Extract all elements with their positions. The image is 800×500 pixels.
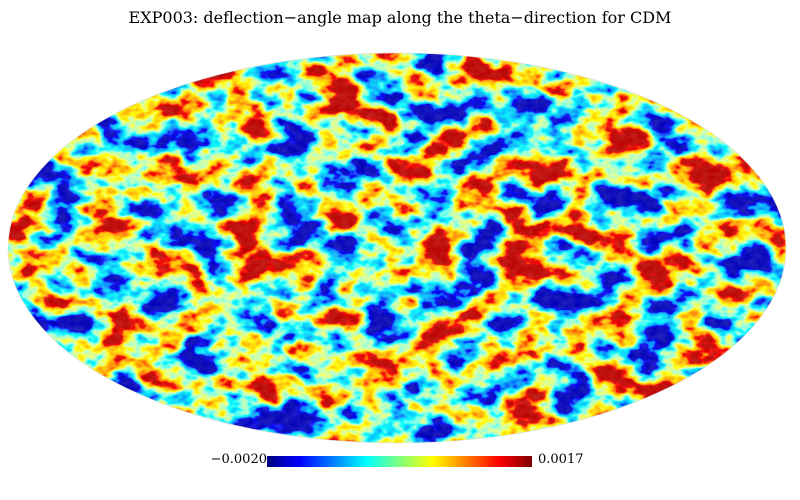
colorbar-min-label: −0.0020 (210, 452, 267, 467)
colorbar: −0.0020 0.0017 (200, 452, 600, 472)
map-title: EXP003: deflection−angle map along the t… (128, 8, 672, 27)
colorbar-max-label: 0.0017 (538, 452, 584, 467)
map-outline (7, 52, 787, 444)
map-field (8, 53, 786, 443)
colorbar-gradient (267, 456, 532, 467)
